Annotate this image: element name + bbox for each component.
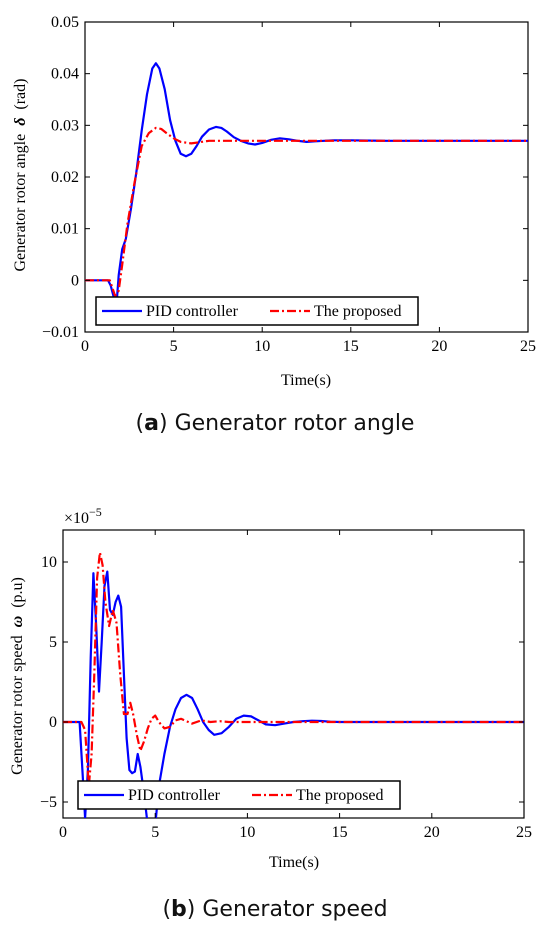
y-tick-label: 10 <box>41 554 57 571</box>
legend-entry-pid: PID controller <box>128 787 221 804</box>
series-group <box>63 551 524 818</box>
legend-entry-pid: PID controller <box>146 303 239 320</box>
legend-box <box>77 780 401 810</box>
series-line-pid <box>85 62 528 313</box>
x-tick-label: 20 <box>424 824 440 841</box>
y-tick-label: 0.01 <box>51 221 79 238</box>
x-tick-label: 10 <box>254 338 270 355</box>
y-axis-ticks: −0.01 0 0.01 0.02 0.03 0.04 0.05 <box>42 14 528 341</box>
x-tick-label: 5 <box>170 338 178 355</box>
x-axis-ticks: 0 5 10 15 20 25 <box>59 530 532 841</box>
x-tick-label: 0 <box>81 338 89 355</box>
caption-letter: a <box>144 411 159 436</box>
legend-box <box>95 296 419 326</box>
legend: PID controller The proposed <box>95 296 419 326</box>
y-tick-label: 0.02 <box>51 169 79 186</box>
axis-multiplier: ×10−5 <box>64 505 102 527</box>
legend-entry-proposed: The proposed <box>314 303 402 320</box>
caption-letter: b <box>171 897 187 922</box>
x-tick-label: 15 <box>343 338 359 355</box>
y-axis-label-symbol: δ <box>12 118 29 126</box>
caption: (a) Generator rotor angle <box>136 411 415 436</box>
axis-multiplier-base: ×10 <box>64 510 89 527</box>
y-tick-label: 0.03 <box>51 117 79 134</box>
caption-text: Generator rotor angle <box>168 411 415 436</box>
y-axis-label-unit: (rad) <box>12 78 29 109</box>
series-line-proposed <box>85 126 528 297</box>
y-tick-label: 0 <box>71 272 79 289</box>
caption-text: Generator speed <box>195 897 387 922</box>
x-tick-label: 5 <box>151 824 159 841</box>
x-tick-label: 20 <box>431 338 447 355</box>
x-tick-label: 25 <box>520 338 536 355</box>
y-tick-label: 0 <box>49 714 57 731</box>
x-tick-label: 10 <box>239 824 255 841</box>
y-axis-label-text: Generator rotor angle <box>12 134 29 272</box>
y-tick-label: −5 <box>40 794 57 811</box>
y-axis-label-symbol: ω <box>9 616 26 628</box>
y-axis-label-unit: (p.u) <box>9 577 26 608</box>
y-tick-label: 0.04 <box>51 66 79 83</box>
legend: PID controller The proposed <box>77 780 401 810</box>
series-group <box>85 62 528 313</box>
y-axis-label-text: Generator rotor speed <box>9 635 26 775</box>
x-axis-label: Time(s) <box>269 854 319 871</box>
x-axis-label: Time(s) <box>281 372 331 389</box>
y-axis-label: Generator rotor speed ω (p.u) <box>9 577 26 775</box>
plot-frame <box>62 529 525 819</box>
series-line-proposed <box>63 551 524 788</box>
y-tick-label: −0.01 <box>42 324 79 341</box>
caption: (b) Generator speed <box>162 897 387 922</box>
x-tick-label: 25 <box>516 824 532 841</box>
y-tick-label: 5 <box>49 634 57 651</box>
x-tick-label: 15 <box>332 824 348 841</box>
legend-entry-proposed: The proposed <box>296 787 384 804</box>
x-axis-ticks: 0 5 10 15 20 25 <box>81 22 536 355</box>
y-axis-label: Generator rotor angle δ (rad) <box>12 78 29 271</box>
x-tick-label: 0 <box>59 824 67 841</box>
y-axis-ticks: −5 0 5 10 <box>40 554 524 811</box>
y-tick-label: 0.05 <box>51 14 79 31</box>
axis-multiplier-exp: −5 <box>89 505 102 519</box>
